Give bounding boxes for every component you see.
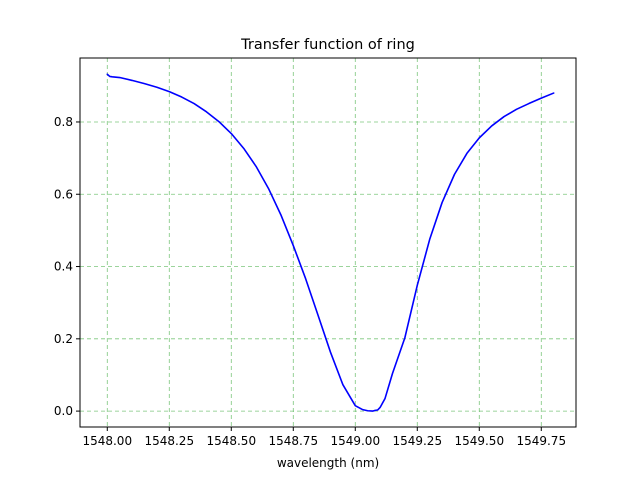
x-tick-label: 1548.00 — [82, 434, 132, 448]
x-tick-label: 1548.50 — [206, 434, 256, 448]
x-axis-label: wavelength (nm) — [277, 456, 379, 470]
x-tick-label: 1549.50 — [454, 434, 504, 448]
chart-title: Transfer function of ring — [240, 37, 415, 53]
ticks-layer: 1548.00 1548.25 1548.50 1548.75 1549.00 1549.… — [54, 115, 566, 448]
y-tick-label: 0.0 — [54, 404, 73, 418]
y-tick-label: 0.6 — [54, 187, 73, 201]
x-tick-label: 1549.00 — [330, 434, 380, 448]
series-line — [106, 73, 555, 412]
plot-area-frame — [79, 57, 577, 428]
x-tick-label: 1548.25 — [144, 434, 194, 448]
series-layer — [106, 73, 555, 412]
y-tick-label: 0.4 — [54, 260, 73, 274]
x-tick-label: 1548.75 — [268, 434, 318, 448]
y-tick-label: 0.2 — [54, 332, 73, 346]
grid-layer — [80, 58, 576, 427]
y-tick-label: 0.8 — [54, 115, 73, 129]
x-tick-label: 1549.75 — [516, 434, 566, 448]
x-tick-label: 1549.25 — [392, 434, 442, 448]
